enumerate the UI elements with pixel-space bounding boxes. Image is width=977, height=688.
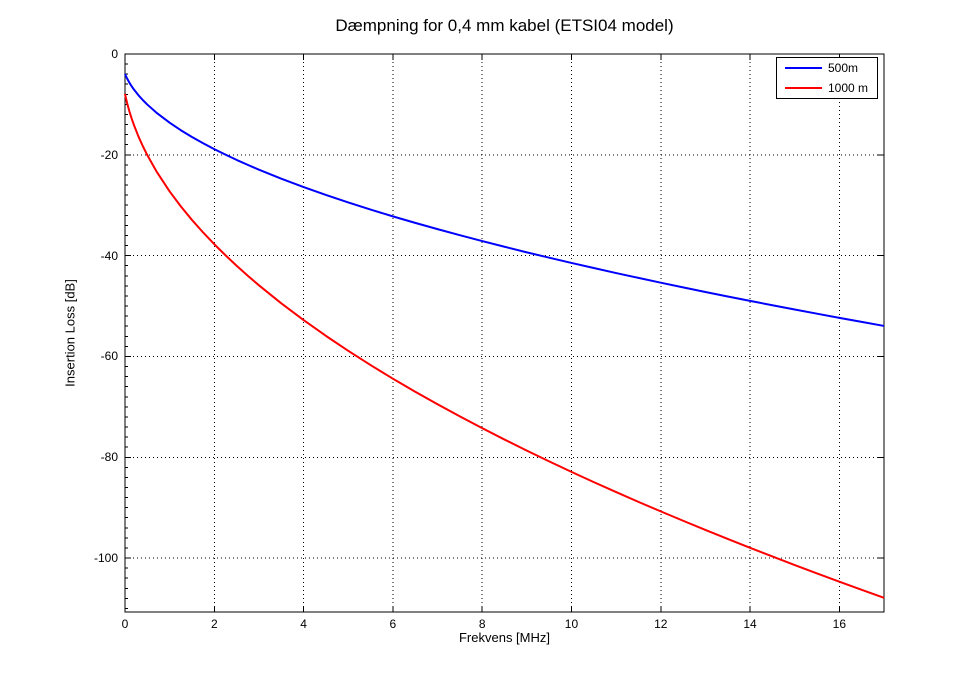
legend: 500m 1000 m (776, 57, 878, 99)
legend-entry-label: 500m (828, 61, 859, 76)
axes-box (124, 53, 885, 613)
legend-entry: 1000 m (785, 79, 877, 97)
x-axis-label: Frekvens [MHz] (458, 630, 550, 645)
legend-line-sample (785, 67, 822, 70)
legend-entry-label: 1000 m (828, 80, 869, 95)
legend-line-sample (785, 86, 822, 89)
chart-title: Dæmpning for 0,4 mm kabel (ETSI04 model) (335, 16, 674, 35)
series-line-1000m (124, 93, 885, 599)
legend-entry: 500m (785, 59, 877, 77)
series-line-500m (124, 73, 885, 327)
